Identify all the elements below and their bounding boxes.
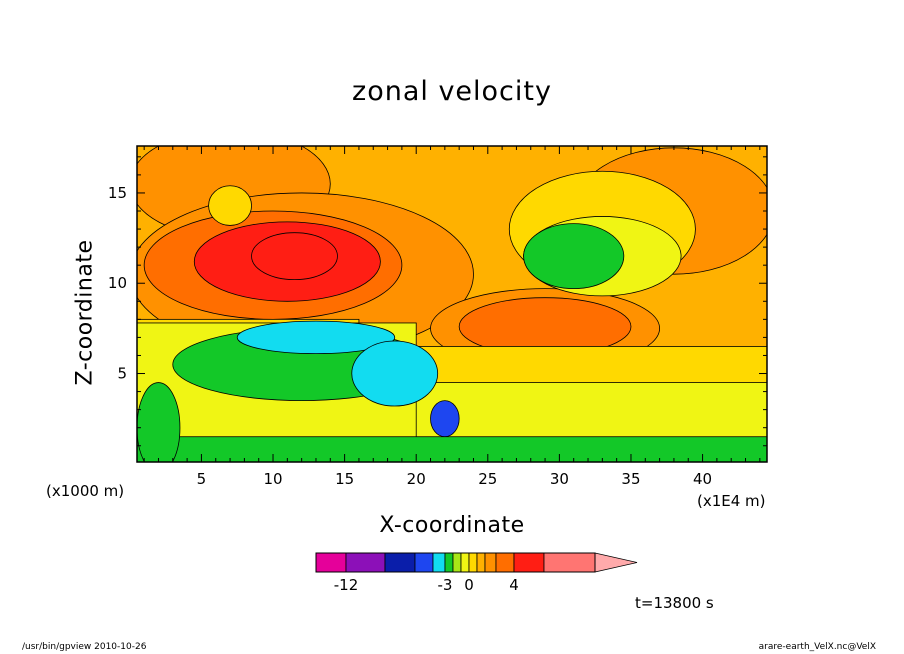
colorbar-frame bbox=[315, 552, 596, 573]
colorbar-label: 4 bbox=[509, 576, 519, 594]
colorbar-cell bbox=[484, 552, 497, 573]
footer-file: arare-earth_VelX.nc@VelX bbox=[758, 642, 876, 652]
colorbar-cell bbox=[452, 552, 462, 573]
x-tick-label: 5 bbox=[197, 470, 207, 488]
contour-region-8 bbox=[251, 232, 338, 281]
colorbar-label: 0 bbox=[464, 576, 474, 594]
contour-region-18 bbox=[236, 320, 396, 355]
colorbar-cell bbox=[414, 552, 434, 573]
contour-region-11 bbox=[523, 223, 625, 290]
contour-region-21 bbox=[137, 436, 767, 462]
x-axis-unit: (x1000 m) bbox=[46, 482, 125, 500]
plot-frame bbox=[136, 145, 768, 463]
y-axis-label: Z-coordinate bbox=[72, 239, 98, 386]
colorbar-label: -3 bbox=[438, 576, 453, 594]
x-tick-label: 35 bbox=[621, 470, 640, 488]
x-axis-scale: (x1E4 m) bbox=[697, 492, 766, 510]
x-tick-label: 20 bbox=[407, 470, 426, 488]
colorbar-cell bbox=[468, 552, 478, 573]
y-tick-label: 5 bbox=[117, 365, 127, 383]
contour-region-19 bbox=[351, 340, 439, 407]
footer-program: /usr/bin/gpview 2010-10-26 bbox=[22, 642, 147, 652]
contour-region-22 bbox=[137, 382, 181, 462]
colorbar-arrow bbox=[594, 552, 638, 573]
x-tick-label: 40 bbox=[693, 470, 712, 488]
time-label: t=13800 s bbox=[635, 594, 714, 612]
contour-region-12 bbox=[208, 185, 252, 226]
x-axis-label: X-coordinate bbox=[379, 513, 525, 538]
colorbar-cell bbox=[513, 552, 545, 573]
colorbar-cell bbox=[384, 552, 416, 573]
x-tick-label: 30 bbox=[550, 470, 569, 488]
colorbar-cell bbox=[543, 552, 596, 573]
colorbar-cell bbox=[495, 552, 515, 573]
colorbar-cell bbox=[460, 552, 470, 573]
x-tick-label: 10 bbox=[263, 470, 282, 488]
colorbar-label: -12 bbox=[334, 576, 359, 594]
x-tick-label: 15 bbox=[335, 470, 354, 488]
chart-title: zonal velocity bbox=[352, 76, 552, 107]
plot-field bbox=[137, 146, 767, 462]
contour-region-20 bbox=[430, 400, 460, 438]
x-tick-label: 25 bbox=[478, 470, 497, 488]
y-tick-label: 15 bbox=[108, 184, 127, 202]
colorbar-cell bbox=[345, 552, 386, 573]
y-tick-label: 10 bbox=[108, 274, 127, 292]
colorbar-cell bbox=[315, 552, 347, 573]
colorbar-cell bbox=[432, 552, 446, 573]
colorbar-cell bbox=[476, 552, 486, 573]
colorbar-cell bbox=[444, 552, 454, 573]
